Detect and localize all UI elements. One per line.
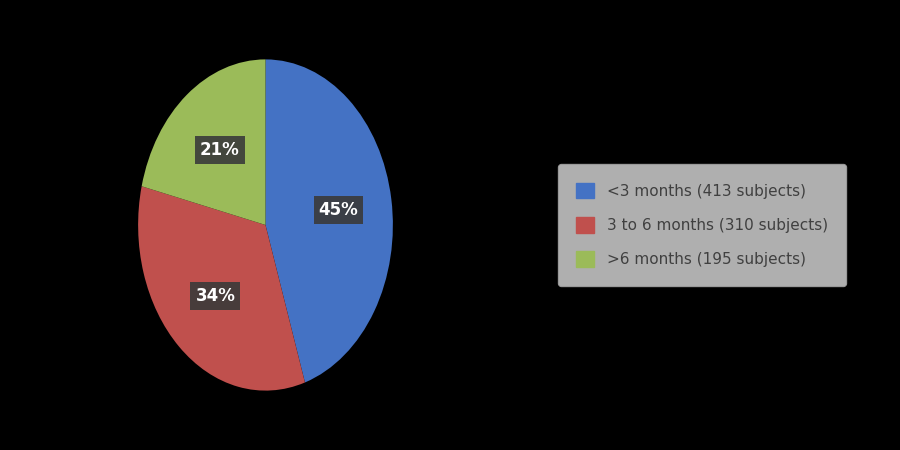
Text: 21%: 21% [200,140,239,158]
Wedge shape [141,59,266,225]
Wedge shape [138,186,305,391]
Wedge shape [266,59,393,382]
Text: 45%: 45% [319,201,358,219]
Text: 34%: 34% [195,287,235,305]
Legend: <3 months (413 subjects), 3 to 6 months (310 subjects), >6 months (195 subjects): <3 months (413 subjects), 3 to 6 months … [558,164,846,286]
